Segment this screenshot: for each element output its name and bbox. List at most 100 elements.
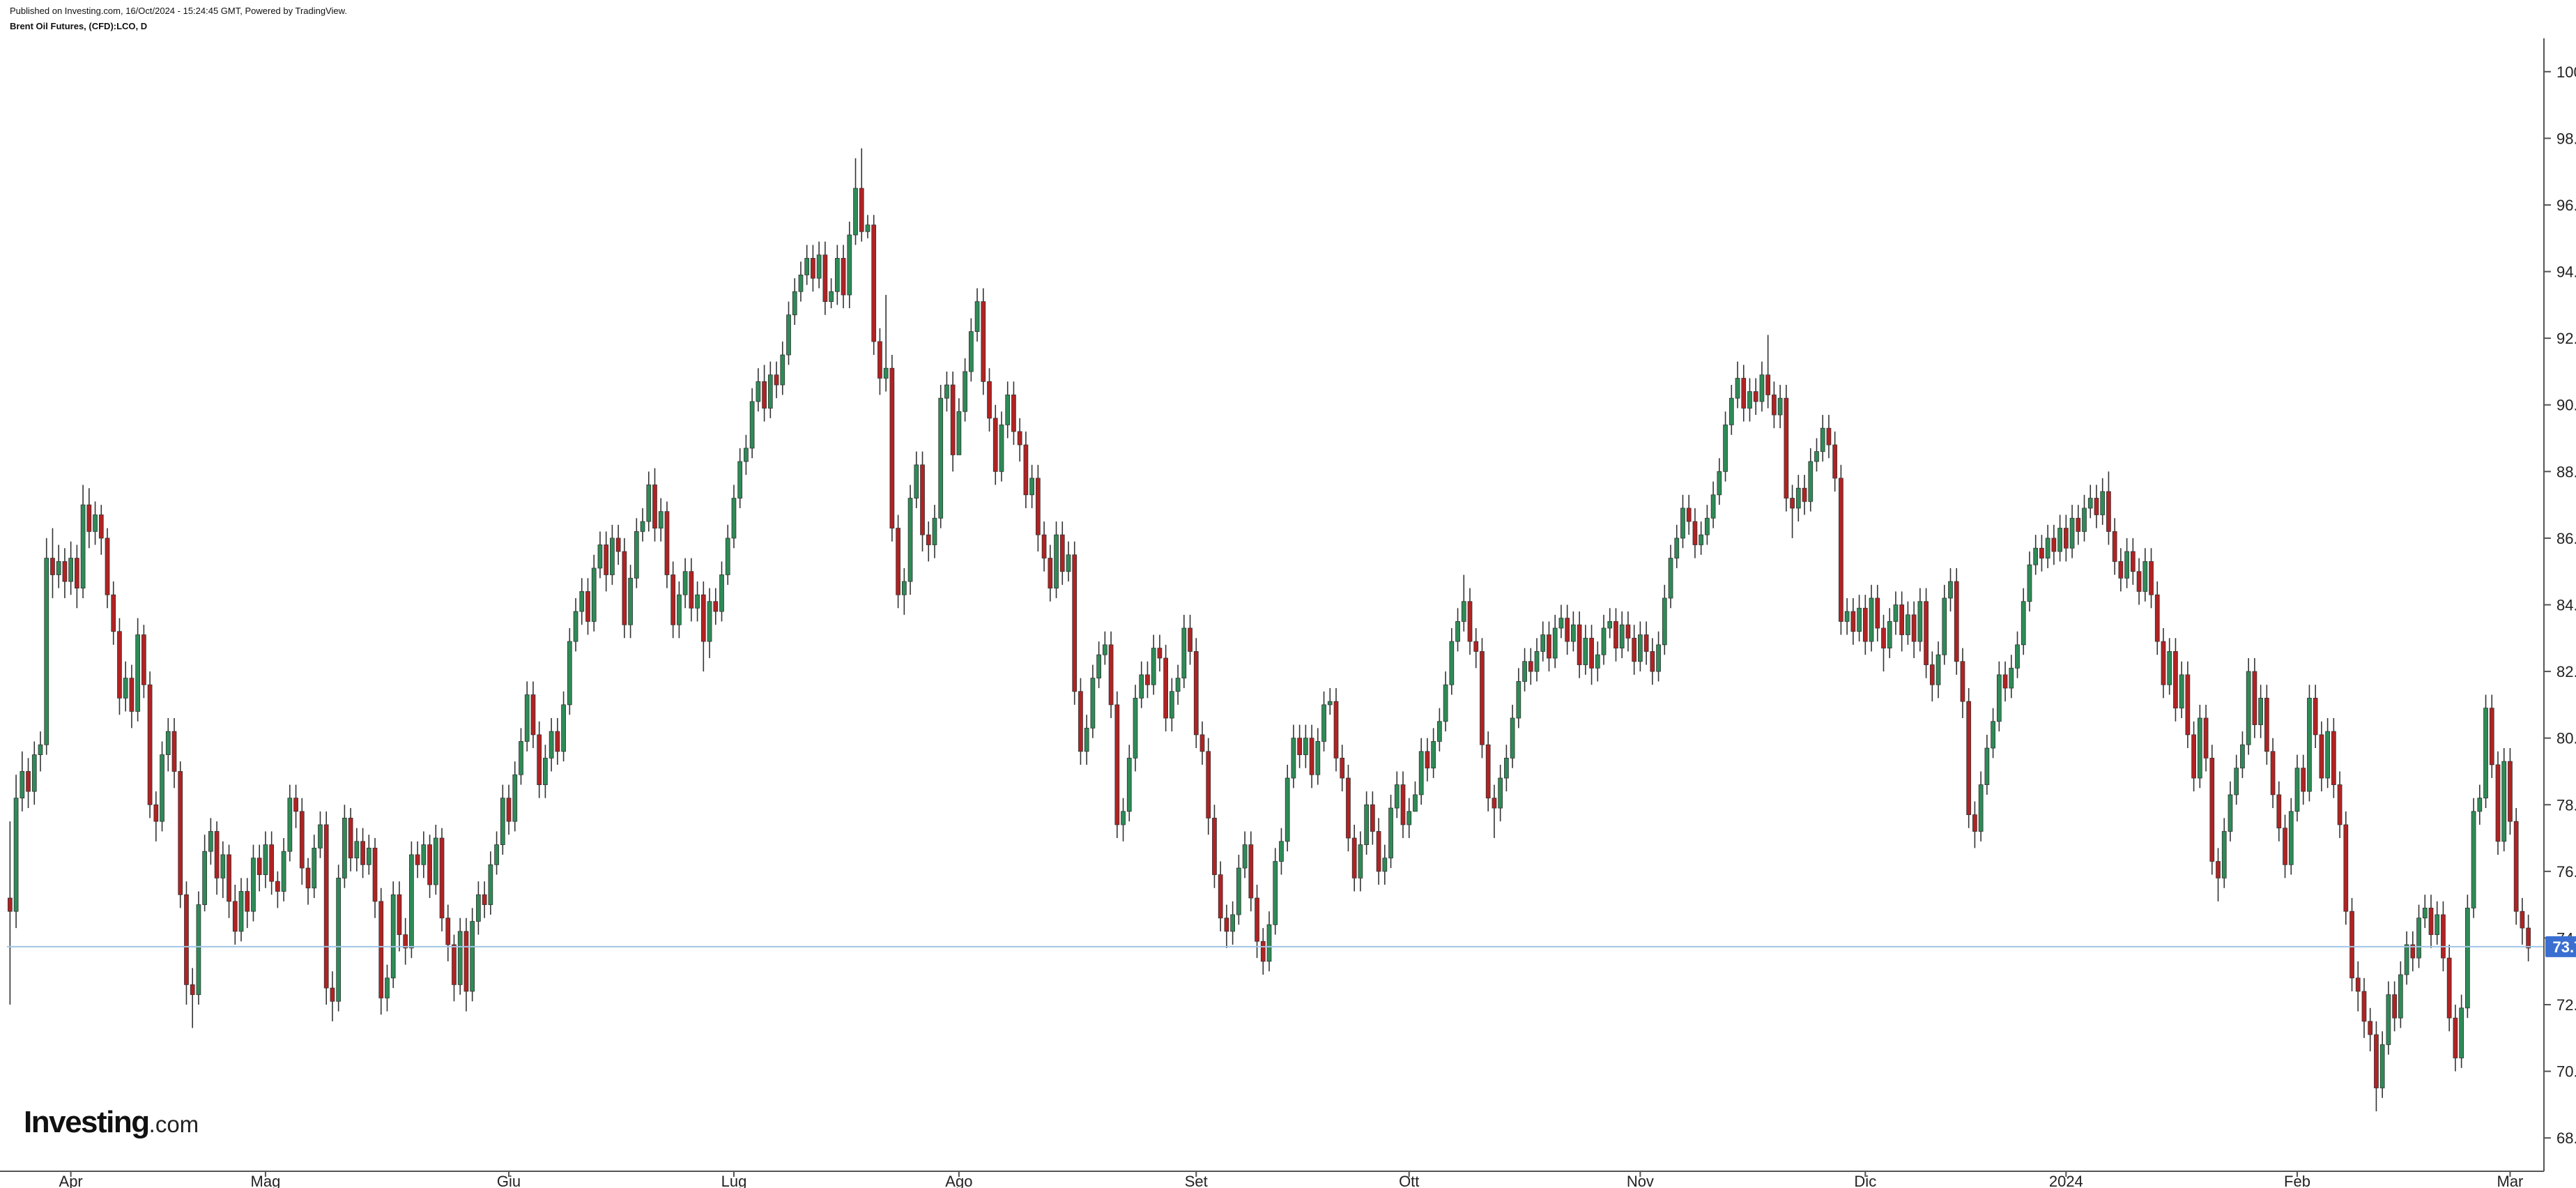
candle <box>390 881 396 989</box>
candle <box>238 878 244 942</box>
candle-body-up <box>883 367 889 379</box>
candle-body-down <box>774 374 779 386</box>
candle <box>1321 691 1326 752</box>
candle-body-down <box>896 528 900 595</box>
candle-body-down <box>232 901 238 932</box>
candle-body-up <box>2471 811 2476 908</box>
candle-body-down <box>992 418 998 472</box>
candle-body-down <box>1473 641 1479 652</box>
candle-body-up <box>2294 768 2300 812</box>
candle-body-down <box>700 594 706 642</box>
candle <box>956 398 962 455</box>
candle-body-up <box>2009 667 2014 689</box>
candle-body-down <box>2264 697 2269 752</box>
symbol-title: Brent Oil Futures, (CFD):LCO, D <box>10 21 148 31</box>
candle-body-down <box>2106 491 2111 532</box>
candle <box>2355 961 2361 1012</box>
candle-body-down <box>178 771 183 895</box>
candle <box>2124 538 2129 588</box>
x-tick-label: Mag <box>251 1173 281 1188</box>
candle-body-down <box>1528 661 1533 672</box>
candle-body-up <box>1133 697 1138 759</box>
candle-body-up <box>1808 461 1814 502</box>
candle <box>914 451 919 508</box>
candle-body-down <box>2094 498 2099 515</box>
candle <box>1723 411 1728 482</box>
candle <box>2489 694 2494 779</box>
candle-body-up <box>2087 498 2093 509</box>
candle-body-up <box>610 538 615 575</box>
candle-body-down <box>871 224 877 342</box>
candle <box>1972 801 1977 848</box>
candle <box>2063 515 2069 562</box>
candle <box>1850 597 1856 645</box>
x-tick-label: Dic <box>1854 1173 1876 1188</box>
candle <box>26 758 31 809</box>
candle-body-down <box>822 254 828 302</box>
candle <box>1516 668 1521 729</box>
candle <box>950 371 956 472</box>
candle-body-down <box>275 881 280 892</box>
candle-body-up <box>1151 648 1156 685</box>
candle <box>2416 904 2421 968</box>
candle <box>2331 718 2336 798</box>
candle-body-up <box>1461 601 1466 622</box>
candle <box>932 505 937 558</box>
candle-body-up <box>963 371 967 412</box>
candle <box>1084 715 1089 765</box>
candle-body-up <box>68 558 74 582</box>
candle-body-down <box>2161 641 2166 685</box>
candle <box>1802 475 1807 515</box>
candle-body-up <box>354 841 360 859</box>
candle-body-up <box>1498 777 1503 809</box>
candle-body-up <box>13 798 19 912</box>
candle-body-up <box>1516 681 1521 719</box>
candle-body-up <box>677 594 682 625</box>
candle <box>202 835 208 912</box>
candle <box>178 761 183 908</box>
candle-body-up <box>974 301 980 332</box>
candle-body-up <box>1710 494 1716 519</box>
candle <box>877 328 882 395</box>
y-tick-label: 94.00 <box>2556 264 2576 281</box>
candle-body-down <box>1772 394 1777 416</box>
candle-body-up <box>1607 620 1613 629</box>
candle <box>1266 911 1272 972</box>
candle-body-down <box>2185 674 2191 736</box>
candle-body-up <box>1984 747 1990 785</box>
candle-body-up <box>494 844 499 865</box>
candle-body-down <box>227 854 231 902</box>
candle <box>476 881 481 935</box>
candle <box>2422 894 2428 929</box>
candle <box>323 811 329 1005</box>
candle-body-up <box>744 448 749 462</box>
candle <box>433 824 438 895</box>
candle-body-up <box>573 611 578 642</box>
candle-body-up <box>251 858 256 912</box>
candle-body-down <box>2276 794 2282 829</box>
candle-body-up <box>519 741 523 775</box>
candle <box>2142 548 2148 602</box>
candle-body-up <box>500 798 505 846</box>
candle <box>1285 764 1290 852</box>
candle-body-up <box>524 694 530 742</box>
candle-body-down <box>2313 697 2318 736</box>
candle <box>1473 627 1479 669</box>
candle <box>105 528 110 609</box>
candle <box>1935 641 1941 699</box>
candle <box>1960 648 1965 718</box>
candle <box>1035 464 1041 552</box>
candle <box>1741 365 1747 422</box>
candle <box>123 661 128 712</box>
candle-body-up <box>2015 644 2020 669</box>
candle-body-down <box>841 258 846 296</box>
candle <box>129 664 135 729</box>
candle-body-down <box>105 538 110 595</box>
candle <box>2301 754 2306 805</box>
candle <box>348 808 353 871</box>
candle <box>80 485 86 598</box>
candle <box>470 908 475 1002</box>
candle-body-down <box>604 544 609 575</box>
candle <box>682 558 688 609</box>
candle <box>1041 521 1047 572</box>
